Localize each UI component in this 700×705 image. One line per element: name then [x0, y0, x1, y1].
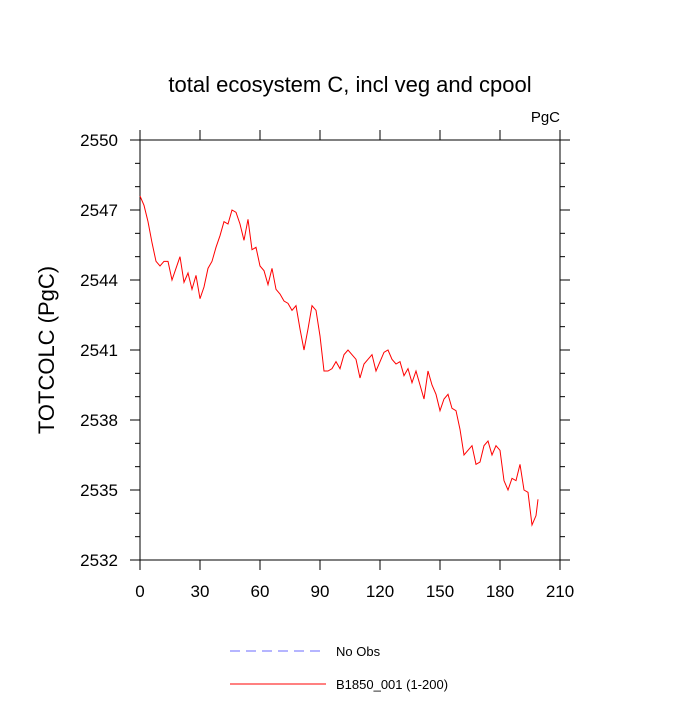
chart-title: total ecosystem C, incl veg and cpool — [168, 72, 531, 97]
x-tick-label: 0 — [135, 582, 144, 601]
x-tick-label: 90 — [311, 582, 330, 601]
x-tick-label: 60 — [251, 582, 270, 601]
units-label: PgC — [531, 109, 560, 126]
y-tick-label: 2532 — [80, 551, 118, 570]
x-tick-label: 180 — [486, 582, 514, 601]
y-tick-label: 2547 — [80, 201, 118, 220]
x-tick-label: 150 — [426, 582, 454, 601]
x-tick-label: 30 — [191, 582, 210, 601]
y-tick-label: 2538 — [80, 411, 118, 430]
y-tick-label: 2550 — [80, 131, 118, 150]
y-tick-label: 2535 — [80, 481, 118, 500]
data-line — [139, 195, 539, 527]
y-axis-label: TOTCOLC (PgC) — [34, 266, 59, 434]
x-tick-label: 210 — [546, 582, 574, 601]
y-tick-label: 2544 — [80, 271, 118, 290]
x-tick-label: 120 — [366, 582, 394, 601]
plot-frame — [139, 139, 561, 561]
y-tick-label: 2541 — [80, 341, 118, 360]
legend-label: B1850_001 (1-200) — [336, 677, 448, 692]
legend-label: No Obs — [336, 644, 381, 659]
